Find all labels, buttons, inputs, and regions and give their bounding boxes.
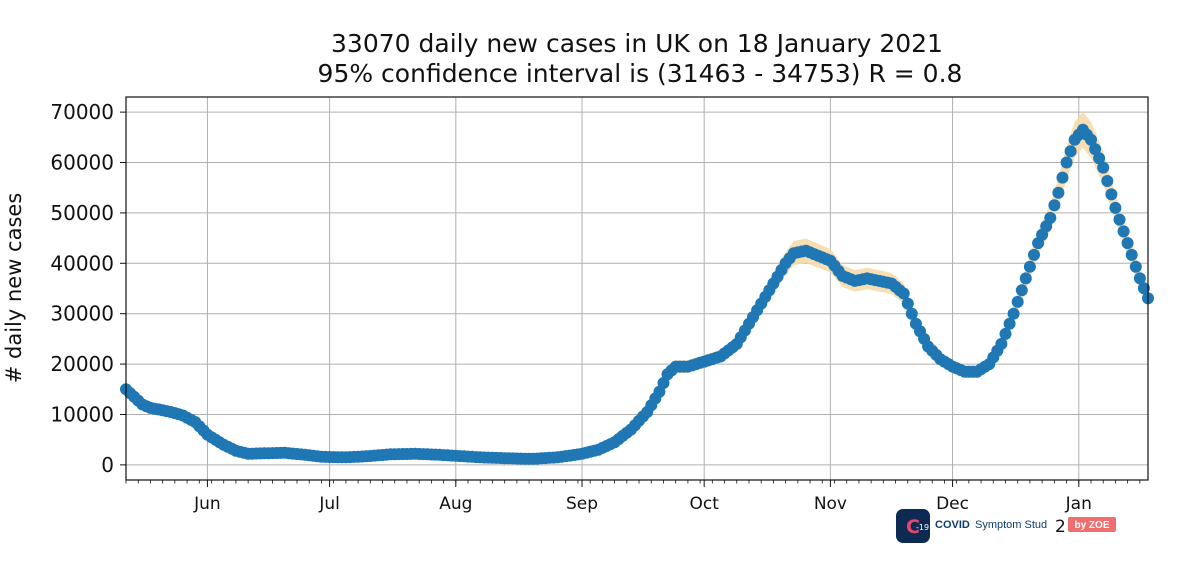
chart-title-line2: 95% confidence interval is (31463 - 3475…: [318, 59, 963, 88]
chart-title: 33070 daily new cases in UK on 18 Januar…: [318, 29, 963, 88]
data-point: [897, 287, 910, 300]
logo-badge-text: -19: [916, 523, 929, 532]
y-tick-label: 30000: [50, 302, 114, 326]
data-point: [1052, 186, 1065, 199]
data-point: [1117, 225, 1130, 238]
data-point: [1023, 260, 1036, 273]
data-point: [1056, 171, 1069, 184]
x-tick-label: Oct: [689, 494, 719, 514]
zoe-badge-text: by ZOE: [1074, 520, 1109, 531]
data-points: [120, 123, 1154, 465]
data-point: [1133, 272, 1146, 285]
covid-study-logo: [896, 509, 930, 543]
data-point: [1060, 156, 1073, 169]
plot-frame: [125, 96, 1149, 481]
data-point: [1097, 161, 1110, 174]
data-point: [1093, 152, 1106, 165]
data-point: [1044, 211, 1057, 224]
y-tick-label: 20000: [50, 352, 114, 376]
confidence-band-area: [126, 111, 1148, 461]
data-point: [1121, 237, 1134, 250]
data-point: [999, 327, 1012, 340]
data-point: [1085, 133, 1097, 146]
data-point: [1109, 201, 1122, 214]
data-point: [1064, 145, 1077, 158]
data-point: [1028, 248, 1040, 261]
overlap-digit: 2: [1055, 517, 1066, 537]
data-point: [1048, 199, 1061, 212]
data-point: [1089, 143, 1102, 156]
x-tick-label: Aug: [439, 494, 472, 514]
data-point: [1015, 284, 1028, 297]
data-point: [1129, 260, 1142, 273]
zoe-badge: [1068, 517, 1116, 532]
data-point: [905, 307, 918, 320]
y-tick-label: 70000: [50, 100, 114, 124]
y-tick-label: 60000: [50, 151, 114, 175]
watermark: C -19 COVID Symptom Stud 2 by ZOE: [896, 509, 1116, 543]
y-axis-label: # daily new cases: [2, 193, 26, 384]
data-point: [1019, 272, 1032, 285]
data-point: [1113, 213, 1126, 226]
data-point: [1137, 282, 1150, 295]
data-point: [995, 337, 1008, 350]
data-point: [901, 297, 914, 310]
data-point: [1007, 307, 1020, 320]
chart-title-line1: 33070 daily new cases in UK on 18 Januar…: [331, 29, 943, 58]
data-point: [1101, 175, 1114, 187]
data-point: [1003, 317, 1016, 330]
x-tick-label: Jun: [193, 494, 221, 514]
confidence-band: [126, 111, 1148, 461]
x-axis-ticks: Jun Jul Aug Sep Oct Nov Dec Jan: [125, 480, 1141, 514]
y-tick-label: 0: [101, 453, 114, 477]
x-tick-label: Nov: [814, 494, 847, 514]
x-tick-label: Jan: [1065, 494, 1092, 514]
x-tick-label: Dec: [936, 494, 969, 514]
data-point: [1125, 248, 1138, 261]
y-tick-label: 10000: [50, 402, 114, 426]
y-tick-label: 50000: [50, 201, 114, 225]
y-tick-label: 40000: [50, 251, 114, 275]
logo-c-glyph: C: [906, 516, 920, 538]
brand-name: COVID: [935, 519, 970, 531]
data-point: [1105, 188, 1118, 201]
data-point: [1011, 295, 1024, 308]
y-axis-ticks: 0 10000 20000 30000 40000 50000 60000 70000: [50, 100, 126, 477]
gridlines: [126, 97, 1148, 480]
x-tick-label: Jul: [318, 494, 340, 514]
brand-subtitle: Symptom Stud: [975, 519, 1047, 531]
x-tick-label: Sep: [566, 494, 598, 514]
